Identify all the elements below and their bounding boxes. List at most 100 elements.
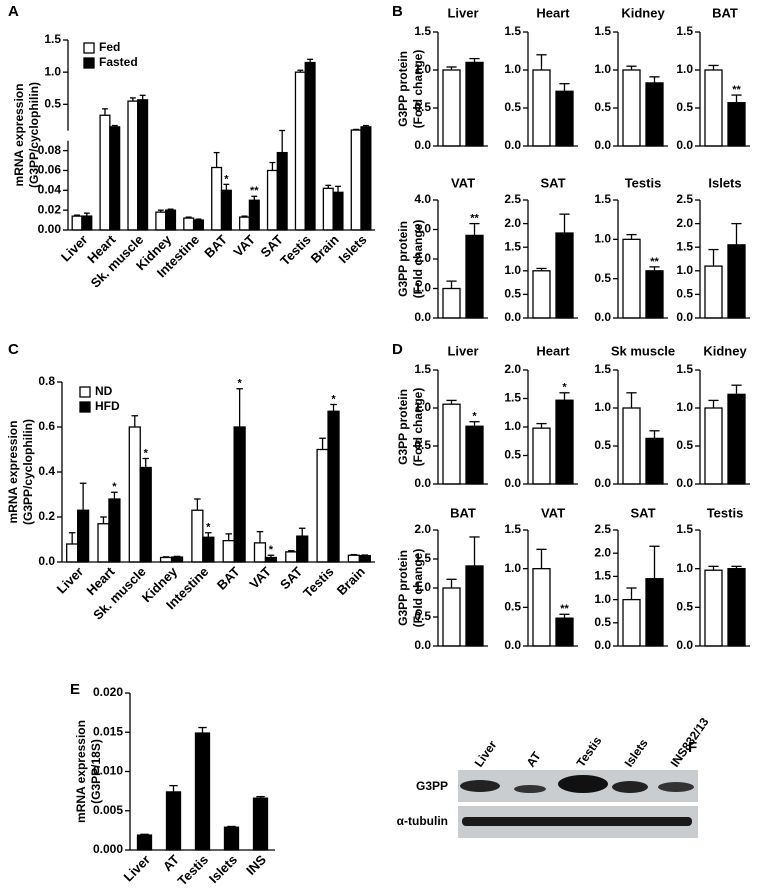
bar	[532, 69, 551, 147]
y-tick-label: 0.5	[414, 438, 431, 452]
bar	[155, 211, 167, 231]
bar	[128, 426, 141, 563]
bar	[442, 69, 461, 147]
bar	[555, 617, 574, 647]
x-tick-label: Testis	[277, 232, 313, 268]
y-tick-label: 0.015	[93, 724, 123, 738]
x-tick-label: AT	[160, 852, 182, 874]
y-tick-label: 0.0	[504, 476, 521, 490]
significance-mark: **	[650, 256, 659, 268]
bar	[165, 209, 177, 231]
bar	[285, 551, 298, 563]
y-tick-label: 0.5	[594, 438, 611, 452]
bar	[327, 410, 340, 563]
chart-title: Liver	[447, 343, 478, 358]
y-axis-label: G3PP protein	[396, 550, 410, 626]
y-tick-label: 1.5	[504, 391, 521, 405]
y-tick-label: 0.000	[93, 842, 123, 856]
y-tick-label: 2.0	[414, 251, 431, 265]
y-tick-label: 0.5	[594, 100, 611, 114]
y-tick-label: 4.0	[414, 192, 431, 206]
bar	[316, 448, 329, 563]
y-tick-label: 1.5	[504, 24, 521, 38]
bar	[253, 542, 267, 563]
y-tick-label: 0.005	[93, 803, 123, 817]
chart-title: VAT	[541, 505, 565, 520]
bar	[183, 217, 195, 231]
x-tick-label: Liver	[120, 852, 153, 885]
chart-title: Islets	[708, 175, 741, 190]
significance-mark: **	[470, 213, 479, 225]
bar	[136, 834, 153, 851]
bar	[555, 232, 574, 319]
bar	[622, 598, 641, 647]
bar	[139, 466, 152, 563]
panel-label: F	[688, 739, 697, 756]
significance-mark: *	[269, 544, 274, 556]
y-tick-label: 0.04	[38, 182, 62, 196]
blot-lane-label: AT	[524, 749, 545, 770]
bar	[727, 393, 746, 485]
bar	[296, 535, 309, 563]
bar	[322, 187, 334, 231]
blot-lane-label: INS832/13	[668, 715, 712, 770]
y-tick-label: 1.5	[676, 239, 693, 253]
bar	[223, 826, 240, 851]
y-tick-label: 0.0	[414, 476, 431, 490]
y-tick-label: 2.0	[504, 362, 521, 376]
y-tick-label: 1.5	[504, 239, 521, 253]
y-tick-label: 0.0	[594, 138, 611, 152]
y-tick-label: 1.0	[44, 64, 61, 78]
y-tick-label: 1.0	[504, 62, 521, 76]
y-tick-label: 0.5	[44, 96, 61, 110]
bar	[622, 69, 641, 147]
y-tick-label: 0.0	[504, 310, 521, 324]
y-tick-label: 1.0	[504, 561, 521, 575]
y-tick-label: 1.0	[594, 400, 611, 414]
bar	[220, 189, 232, 231]
bar	[294, 71, 306, 231]
bar	[645, 82, 664, 147]
chart-title: Testis	[707, 505, 744, 520]
panel-label: B	[392, 3, 403, 20]
band	[658, 782, 694, 792]
bar	[304, 61, 316, 231]
y-tick-label: 2.0	[504, 216, 521, 230]
significance-mark: *	[206, 522, 211, 534]
bar	[248, 199, 260, 231]
bar	[276, 151, 288, 231]
y-tick-label: 1.0	[504, 419, 521, 433]
chart-title: BAT	[712, 5, 738, 20]
y-tick-label: 0.5	[676, 438, 693, 452]
bar	[442, 287, 461, 319]
bar	[211, 166, 223, 231]
bar	[555, 90, 574, 147]
legend-swatch	[79, 386, 91, 398]
band	[558, 775, 608, 793]
y-tick-label: 1.5	[594, 24, 611, 38]
y-tick-label: 2.0	[594, 545, 611, 559]
significance-mark: *	[237, 378, 242, 390]
y-tick-label: 0.5	[594, 271, 611, 285]
y-tick-label: 2.0	[414, 522, 431, 536]
y-tick-label: 2.5	[676, 192, 693, 206]
bar	[202, 536, 215, 563]
y-tick-label: 0.0	[38, 554, 55, 568]
significance-mark: *	[224, 173, 229, 185]
bar	[704, 265, 723, 319]
y-axis-label: (Fold change)	[411, 388, 425, 467]
bar	[350, 129, 362, 231]
bar	[170, 556, 184, 563]
y-tick-label: 0.0	[504, 638, 521, 652]
y-tick-label: 0.5	[414, 609, 431, 623]
bar	[704, 69, 723, 147]
bar	[191, 509, 204, 563]
significance-mark: *	[112, 481, 117, 493]
y-tick-label: 0.00	[38, 222, 62, 236]
y-tick-label: 2.0	[676, 216, 693, 230]
blot-row-label: G3PP	[416, 779, 448, 793]
chart-title: Testis	[625, 175, 662, 190]
y-tick-label: 0.5	[504, 600, 521, 614]
y-axis-label: mRNA expression	[12, 84, 26, 187]
